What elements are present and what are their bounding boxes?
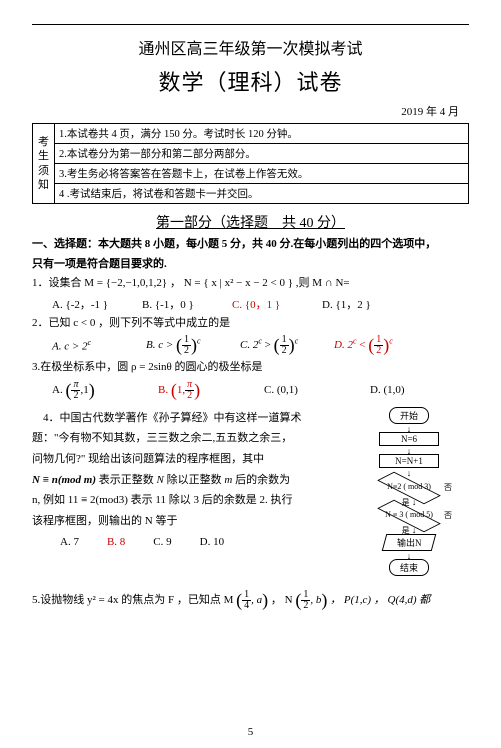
q4-options: A. 7 B. 8 C. 9 D. 10 (60, 536, 343, 548)
fc-output: 输出N (382, 534, 437, 551)
q4-opt-d: D. 10 (200, 536, 224, 548)
fc-decision-1: N≡2 ( mod 3) 否 (378, 479, 440, 497)
notice-row: 1.本试卷共 4 页，满分 150 分。考试时长 120 分钟。 (55, 124, 468, 144)
q1-opt-a: A. {-2，-1 } (52, 296, 122, 312)
flowchart-diagram: 开始 ↓ N=6 ↓ N=N+1 ↓ N≡2 ( mod 3) 否 是 ↓ N … (349, 407, 469, 578)
q3-opt-b: B. (1,π2) (158, 380, 228, 401)
q2-opt-c: C. 2c > (12)c (240, 335, 310, 356)
q1-options: A. {-2，-1 } B. {-1，0 } C. {0，1 } D. {1，2… (52, 296, 469, 312)
q2-opt-b: B. c > (12)c (146, 335, 216, 356)
section-1-instruction-2: 只有一项是符合题目要求的. (32, 256, 469, 273)
q4-text: 4．中国古代数学著作《孙子算经》中有这样一道算术 题："今有物不知其数，三三数之… (32, 407, 343, 578)
q2-stem: 2．已知 c < 0 ，则下列不等式中成立的是 (32, 315, 469, 333)
fc-step: N=N+1 (379, 454, 439, 468)
candidate-notice-box: 考生须知 1.本试卷共 4 页，满分 150 分。考试时长 120 分钟。 2.… (32, 123, 469, 204)
exam-district-title: 通州区高三年级第一次模拟考试 (32, 35, 469, 59)
q3-opt-a: A. (π2,1) (52, 380, 122, 401)
notice-row: 2.本试卷分为第一部分和第二部分两部分。 (55, 144, 468, 164)
fc-end: 结束 (389, 559, 429, 576)
q3-stem: 3.在极坐标系中，圆 ρ = 2sinθ 的圆心的极坐标是 (32, 359, 469, 377)
q1-opt-b: B. {-1，0 } (142, 296, 212, 312)
fc-decision-2: N ≡ 3 ( mod 5) 否 (378, 507, 440, 525)
notice-rows: 1.本试卷共 4 页，满分 150 分。考试时长 120 分钟。 2.本试卷分为… (55, 124, 468, 203)
fc-start: 开始 (389, 407, 429, 424)
q1-opt-c: C. {0，1 } (232, 296, 302, 312)
q2-options: A. c > 2c B. c > (12)c C. 2c > (12)c D. … (52, 335, 469, 356)
q4-row: 4．中国古代数学著作《孙子算经》中有这样一道算术 题："今有物不知其数，三三数之… (32, 407, 469, 578)
notice-row: 3.考生务必将答案答在答题卡上，在试卷上作答无效。 (55, 164, 468, 184)
exam-subject-title: 数学（理科）试卷 (32, 65, 469, 97)
exam-date: 2019 年 4 月 (32, 103, 469, 119)
q4-opt-a: A. 7 (60, 536, 79, 548)
q5-stem: 5.设抛物线 y² = 4x 的焦点为 F ，已知点 M (14, a) ， N… (32, 586, 469, 615)
page-number: 5 (0, 726, 501, 738)
q3-opt-d: D. (1,0) (370, 384, 440, 396)
q2-opt-a: A. c > 2c (52, 338, 122, 353)
q1-opt-d: D. {1，2 } (322, 296, 392, 312)
fc-step: N=6 (379, 432, 439, 446)
q4-opt-b: B. 8 (107, 536, 125, 548)
notice-row: 4 .考试结束后，将试卷和答题卡一并交回。 (55, 184, 468, 203)
section-1-instruction: 一、选择题：本大题共 8 小题，每小题 5 分，共 40 分.在每小题列出的四个… (32, 236, 469, 253)
q3-options: A. (π2,1) B. (1,π2) C. (0,1) D. (1,0) (52, 380, 469, 401)
top-rule (32, 24, 469, 25)
notice-side-label: 考生须知 (33, 124, 55, 203)
q4-opt-c: C. 9 (153, 536, 171, 548)
q1-stem: 1．设集合 M = {−2,−1,0,1,2} ， N = { x | x² −… (32, 275, 469, 293)
q2-opt-d: D. 2c < (12)c (334, 335, 404, 356)
q3-opt-c: C. (0,1) (264, 384, 334, 396)
section-1-header: 第一部分（选择题 共 40 分） (32, 212, 469, 232)
